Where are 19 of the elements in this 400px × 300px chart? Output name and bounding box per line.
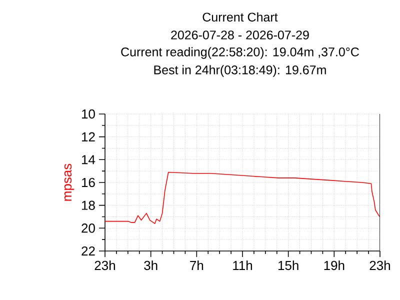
y-tick-label: 18 <box>82 200 95 210</box>
y-tick-label: 20 <box>82 224 95 233</box>
y-axis-title: mpsas <box>64 164 74 201</box>
x-tick-label: 7h <box>190 260 204 270</box>
x-tick-label: 23h <box>370 260 390 270</box>
x-tick-label: 3h <box>144 260 158 270</box>
x-tick-label: 11h <box>233 260 252 270</box>
chart-title: Current Chart <box>202 12 278 22</box>
y-tick-label: 14 <box>82 155 96 164</box>
x-tick-label: 19h <box>324 260 344 270</box>
text: Best in 24hr(03:18:49): 19.67m <box>154 65 326 77</box>
x-tick-label: 15h <box>278 260 298 270</box>
text: Current reading(22:58:20): 19.04m ,37.0°C <box>121 47 359 59</box>
y-tick-label: 10 <box>82 109 95 119</box>
y-tick-label: 12 <box>82 132 95 142</box>
chart-subtitle: 2026-07-28 - 2026-07-29 <box>171 30 309 40</box>
y-tick-label: 16 <box>82 178 95 188</box>
x-tick-label: 23h <box>94 260 115 270</box>
y-tick-label: 22 <box>82 246 95 256</box>
